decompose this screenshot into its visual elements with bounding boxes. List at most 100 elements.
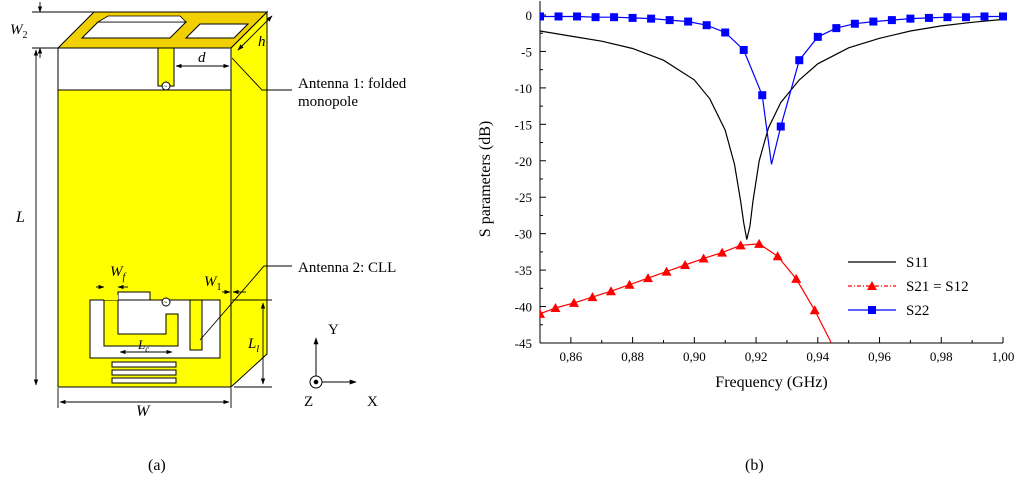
data-point-square [887, 16, 896, 25]
data-point-triangle [550, 303, 561, 313]
data-point-triangle [772, 251, 783, 261]
data-point-square [540, 12, 544, 21]
label-h: h [258, 34, 266, 50]
x-tick-label: 0,90 [683, 349, 706, 364]
legend-label: S22 [906, 303, 929, 319]
legend-marker [868, 306, 876, 314]
legend-label: S21 = S12 [906, 279, 969, 295]
series-line [540, 18, 1004, 240]
data-point-square [665, 16, 674, 25]
data-point-square [628, 13, 637, 22]
top-slot-3 [96, 15, 187, 23]
y-tick-label: 0 [526, 8, 533, 23]
y-axis-label: S parameters (dB) [477, 121, 494, 237]
data-point-square [610, 13, 619, 22]
y-tick-label: -10 [515, 81, 532, 96]
panel-b-caption: (b) [745, 457, 764, 474]
data-point-square [573, 12, 582, 21]
data-point-square [795, 56, 804, 65]
data-point-triangle [791, 273, 802, 283]
y-tick-label: -45 [515, 336, 532, 351]
data-point-square [739, 45, 748, 54]
antenna1-label-line1: Antenna 1: folded [298, 76, 407, 92]
data-point-square [999, 12, 1007, 21]
y-tick-label: -20 [515, 154, 532, 169]
label-Lc: Lc [137, 337, 149, 354]
data-point-triangle [540, 308, 545, 318]
x-tick-label: 0,86 [559, 349, 582, 364]
panel-a-caption: (a) [148, 457, 166, 474]
data-point-square [776, 122, 785, 131]
series-line [540, 15, 1003, 165]
data-point-square [647, 14, 656, 23]
x-tick-label: 0,98 [930, 349, 953, 364]
panel-a-dimensions [32, 2, 292, 408]
data-point-square [924, 13, 933, 22]
y-tick-label: -25 [515, 190, 532, 205]
x-tick-label: 1,00 [992, 349, 1015, 364]
cll-side-arm [189, 299, 203, 351]
data-point-square [980, 12, 989, 21]
label-W2: W2 [10, 22, 28, 41]
legend-label: S11 [906, 255, 929, 271]
x-axis-label: Frequency (GHz) [715, 374, 827, 391]
substrate-side-face [230, 10, 268, 389]
data-point-square [554, 12, 563, 21]
data-point-square [702, 21, 711, 30]
antenna2-leader [199, 265, 292, 341]
series-s22 [540, 12, 1007, 165]
x-tick-label: 0,96 [868, 349, 891, 364]
legend-marker [867, 281, 877, 290]
axis-Y: Y [328, 322, 339, 338]
data-point-square [906, 14, 915, 23]
antenna2-label: Antenna 2: CLL [298, 260, 396, 276]
label-W1: W1 [204, 274, 222, 293]
data-point-triangle [643, 273, 654, 283]
data-point-triangle [624, 279, 635, 289]
data-point-triangle [717, 247, 728, 257]
data-point-square [832, 24, 841, 33]
label-Wf: Wf [110, 264, 127, 283]
data-point-triangle [661, 266, 672, 276]
data-point-square [943, 13, 952, 22]
y-tick-label: -30 [515, 227, 532, 242]
antenna1-label-line2: monopole [298, 94, 358, 110]
y-tick-label: -40 [515, 300, 532, 315]
panel-a-antenna-drawing: ~ ~ [56, 10, 269, 389]
data-point-triangle [809, 305, 820, 315]
axis-Z: Z [304, 394, 313, 410]
cll-element [103, 299, 179, 347]
series-s11 [540, 18, 1004, 240]
data-point-square [721, 28, 730, 37]
data-point-triangle [832, 341, 834, 343]
data-point-square [850, 19, 859, 28]
data-point-triangle [698, 253, 709, 263]
data-point-triangle [605, 286, 616, 296]
y-tick-label: -35 [515, 263, 532, 278]
data-point-square [813, 32, 822, 41]
data-point-triangle [754, 238, 765, 248]
svg-text:~: ~ [164, 83, 168, 91]
coordinate-axes: Y X Z [304, 322, 378, 410]
x-tick-label: 0,92 [745, 349, 768, 364]
y-tick-label: -5 [521, 44, 532, 59]
interdigital-fingers [111, 361, 177, 384]
data-point-triangle [735, 240, 746, 250]
cll-top-arm [117, 291, 151, 301]
legend: S11 S21 = S12 S22 [848, 255, 969, 319]
series-line [540, 243, 833, 343]
data-point-square [684, 17, 693, 26]
label-L: L [15, 209, 25, 226]
data-point-triangle [680, 260, 691, 270]
feed-port-2 [161, 297, 171, 307]
panel-a-labels: W2 h d L Wf W1 Lc Ll W Antenna 1: folded… [10, 22, 407, 474]
data-point-triangle [568, 297, 579, 307]
data-point-square [961, 13, 970, 22]
substrate-top-white [57, 47, 232, 91]
top-slot-1 [80, 21, 188, 39]
axis-X: X [367, 394, 378, 410]
monopole-feed-strip [157, 47, 175, 87]
svg-text:~: ~ [164, 299, 168, 307]
data-point-square [591, 13, 600, 22]
